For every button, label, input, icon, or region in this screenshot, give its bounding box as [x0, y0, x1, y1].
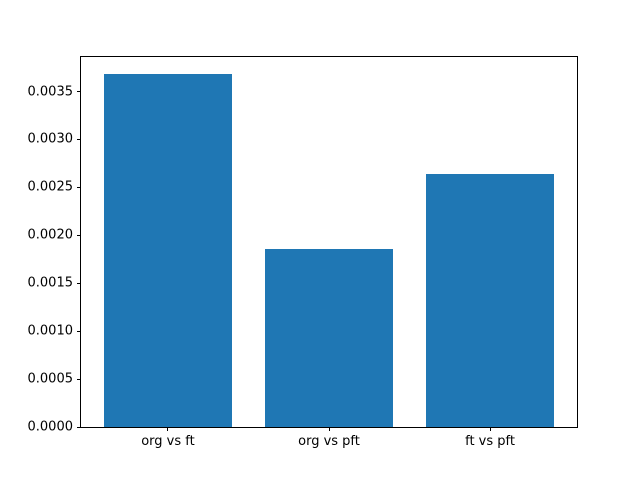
y-axis-tick-mark — [77, 91, 81, 92]
x-axis-tick-mark — [328, 427, 330, 431]
y-axis-tick-mark — [77, 282, 81, 284]
x-axis-tick-label: org vs ft — [141, 434, 195, 449]
x-axis-tick-label: ft vs pft — [465, 434, 515, 449]
y-axis-tick-label: 0.0005 — [27, 371, 74, 387]
y-axis-tick-mark — [77, 378, 81, 380]
y-axis-tick-label: 0.0035 — [27, 84, 74, 99]
bar-org-vs-ft — [103, 74, 233, 427]
y-axis-tick-label: 0.0015 — [27, 275, 74, 291]
y-axis-tick-mark — [77, 234, 81, 236]
y-axis-tick-label: 0.0025 — [27, 179, 74, 195]
x-axis-tick-mark — [167, 427, 169, 431]
y-axis-tick-label: 0.0010 — [27, 323, 74, 339]
x-axis-tick-mark — [489, 427, 491, 431]
x-axis-tick-label: org vs pft — [298, 434, 360, 449]
plot-area: 0.0000 0.0005 0.0010 0.0015 0.0020 0.0025 0.00… — [28, 56, 578, 448]
bar-ft-vs-pft — [425, 173, 555, 427]
y-axis-tick-mark — [77, 330, 81, 332]
y-axis-tick-label: 0.0020 — [27, 227, 74, 243]
y-axis-tick-label: 0.0000 — [27, 419, 74, 435]
y-axis-tick-mark — [77, 138, 81, 140]
y-axis-tick-label: 0.0030 — [27, 131, 74, 147]
y-axis-tick-mark — [77, 426, 81, 428]
y-axis-tick-mark — [77, 186, 81, 188]
bar-org-vs-pft — [264, 248, 394, 427]
